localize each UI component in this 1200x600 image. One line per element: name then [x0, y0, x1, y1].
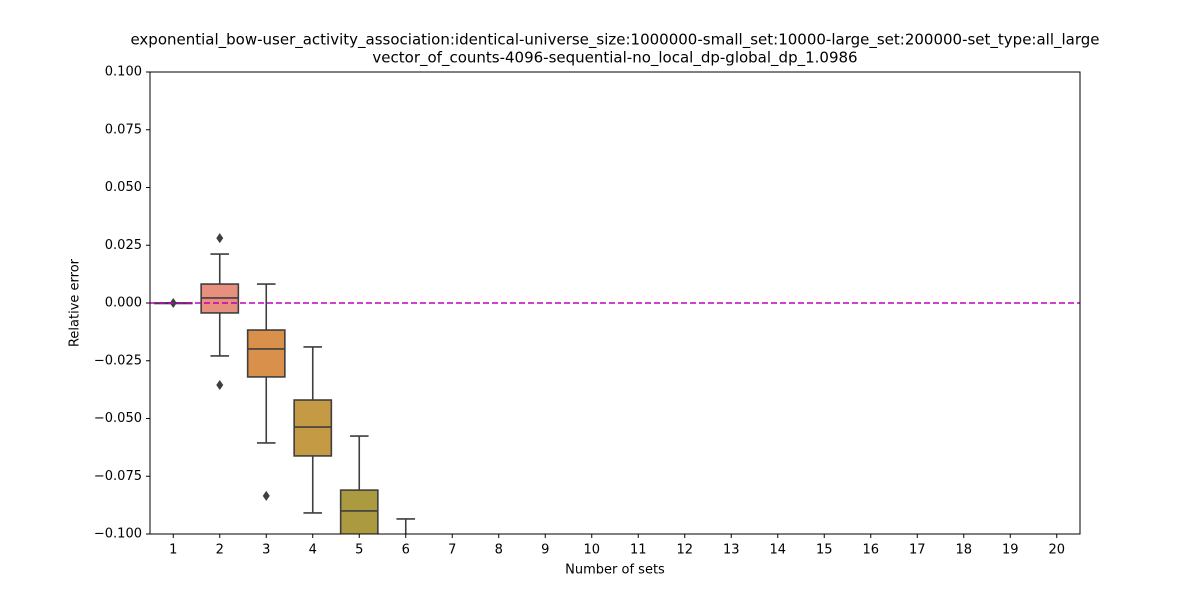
x-tick-label: 11	[630, 543, 647, 558]
x-tick-label: 12	[676, 543, 693, 558]
plot-area	[150, 233, 1080, 534]
x-tick-label: 3	[262, 543, 270, 558]
x-tick-label: 15	[816, 543, 833, 558]
x-tick-label: 19	[1002, 543, 1019, 558]
x-tick-label: 5	[355, 543, 363, 558]
y-tick-label: −0.075	[94, 469, 142, 484]
outlier	[216, 233, 224, 244]
x-tick-label: 2	[216, 543, 224, 558]
x-tick-label: 10	[583, 543, 600, 558]
outlier	[262, 490, 270, 501]
chart-title: vector_of_counts-4096-sequential-no_loca…	[372, 49, 857, 68]
y-tick-label: −0.050	[94, 411, 142, 426]
box	[339, 489, 379, 534]
y-tick-label: 0.075	[105, 122, 142, 137]
x-axis-label: Number of sets	[565, 563, 665, 578]
x-tick-label: 16	[862, 543, 879, 558]
x-tick-label: 8	[495, 543, 503, 558]
x-tick-label: 1	[169, 543, 177, 558]
y-tick-label: 0.025	[105, 238, 142, 253]
x-tick-label: 18	[955, 543, 972, 558]
y-axis-label: Relative error	[68, 258, 83, 347]
chart-title: exponential_bow-user_activity_associatio…	[130, 31, 1099, 50]
y-tick-label: 0.000	[105, 296, 142, 311]
x-tick-label: 13	[723, 543, 740, 558]
x-tick-label: 7	[448, 543, 456, 558]
x-tick-label: 9	[541, 543, 549, 558]
box	[246, 329, 286, 378]
x-tick-label: 14	[769, 543, 786, 558]
outlier	[216, 380, 224, 391]
box	[293, 399, 333, 457]
x-tick-label: 17	[909, 543, 926, 558]
x-tick-label: 20	[1048, 543, 1065, 558]
x-tick-label: 6	[402, 543, 410, 558]
y-tick-label: −0.100	[94, 527, 142, 542]
y-tick-label: 0.100	[105, 65, 142, 80]
y-tick-label: 0.050	[105, 180, 142, 195]
y-tick-label: −0.025	[94, 353, 142, 368]
x-tick-label: 4	[309, 543, 317, 558]
